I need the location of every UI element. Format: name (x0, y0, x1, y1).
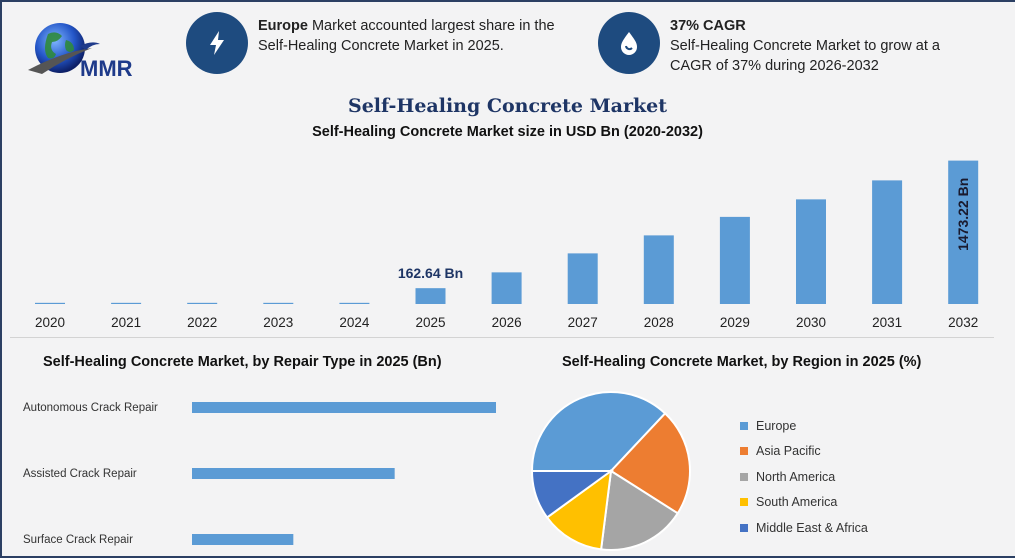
repair-bar (192, 402, 496, 413)
legend-label: South America (756, 495, 838, 510)
info-cagr-bold: 37% CAGR (670, 18, 746, 34)
x-tick-label: 2029 (720, 315, 750, 330)
region-pie-chart (530, 391, 691, 551)
bar-2029 (719, 216, 750, 304)
drop-icon (598, 12, 660, 74)
bar-2032 (948, 160, 979, 304)
repair-type-chart-title: Self-Healing Concrete Market, by Repair … (43, 354, 442, 370)
x-tick-label: 2022 (187, 315, 217, 330)
data-label: 162.64 Bn (398, 265, 463, 281)
pie-slice (599, 469, 680, 551)
mmr-logo: MMR (28, 23, 133, 81)
info-europe-line1: Market accounted largest share in the (307, 18, 555, 34)
data-label: 1473.22 Bn (955, 178, 971, 251)
legend-swatch (740, 421, 748, 430)
bar-2020 (35, 302, 65, 304)
bar-2027 (567, 253, 598, 304)
region-chart-title: Self-Healing Concrete Market, by Region … (562, 354, 922, 370)
x-tick-label: 2032 (948, 315, 978, 330)
x-tick-label: 2028 (644, 315, 674, 330)
bar-2021 (111, 302, 142, 304)
repair-bar (192, 468, 395, 479)
info-cagr-text: 37% CAGR Self-Healing Concrete Market to… (670, 12, 940, 76)
legend-item: Europe (740, 413, 868, 439)
market-size-chart-title: Self-Healing Concrete Market size in USD… (312, 124, 703, 140)
info-europe-bold: Europe (258, 18, 308, 34)
bar-2025 (415, 288, 446, 304)
legend-label: Middle East & Africa (756, 520, 868, 535)
lightning-icon (186, 12, 248, 74)
repair-type-bar-chart: Autonomous Crack Repair Assisted Crack Re… (23, 402, 496, 546)
info-europe-text: Europe Market accounted largest share in… (258, 12, 555, 56)
legend-swatch (740, 447, 748, 456)
bar-2023 (263, 302, 294, 304)
repair-category-label: Autonomous Crack Repair (23, 402, 158, 414)
pie-slice (530, 470, 615, 519)
x-tick-label: 2024 (339, 315, 370, 330)
bar-2030 (796, 199, 826, 304)
legend-label: North America (756, 469, 836, 484)
legend-item: North America (740, 464, 868, 490)
info-cagr-line1: Self-Healing Concrete Market to grow at … (670, 38, 940, 54)
x-tick-label: 2025 (415, 315, 445, 330)
logo-text: MMR (80, 56, 133, 81)
legend-swatch (740, 472, 748, 481)
repair-bar (192, 534, 294, 545)
legend-item: South America (740, 490, 868, 516)
info-europe: Europe Market accounted largest share in… (186, 12, 555, 74)
legend-swatch (740, 498, 748, 507)
x-tick-label: 2031 (872, 315, 902, 330)
bar-2022 (187, 302, 218, 304)
region-legend: Europe Asia Pacific North America South Ame… (740, 413, 868, 541)
x-tick-label: 2030 (796, 315, 826, 330)
pie-slice (545, 468, 613, 551)
info-cagr: 37% CAGR Self-Healing Concrete Market to… (598, 12, 940, 76)
market-size-bar-chart: 2020 2021 2022 2023 2024 2025 2026 2027 2028 2029… (35, 160, 979, 330)
pie-slice (530, 391, 667, 472)
x-tick-label: 2026 (492, 315, 522, 330)
info-europe-line2: Self-Healing Concrete Market in 2025. (258, 38, 504, 54)
legend-swatch (740, 523, 748, 532)
repair-category-label: Surface Crack Repair (23, 534, 133, 546)
section-divider (10, 337, 994, 338)
legend-label: Europe (756, 418, 797, 433)
pie-slice (609, 411, 691, 515)
x-tick-label: 2027 (568, 315, 598, 330)
main-title: Self-Healing Concrete Market (347, 95, 668, 117)
x-tick-label: 2020 (35, 315, 65, 330)
info-cagr-line2: CAGR of 37% during 2026-2032 (670, 58, 879, 74)
bar-2026 (491, 272, 522, 304)
legend-item: Asia Pacific (740, 439, 868, 465)
x-tick-label: 2023 (263, 315, 293, 330)
bar-2031 (872, 180, 903, 304)
bar-2024 (339, 302, 370, 304)
repair-category-label: Assisted Crack Repair (23, 468, 137, 480)
x-tick-label: 2021 (111, 315, 141, 330)
legend-label: Asia Pacific (756, 444, 821, 459)
legend-item: Middle East & Africa (740, 515, 868, 541)
bar-2028 (643, 235, 674, 304)
